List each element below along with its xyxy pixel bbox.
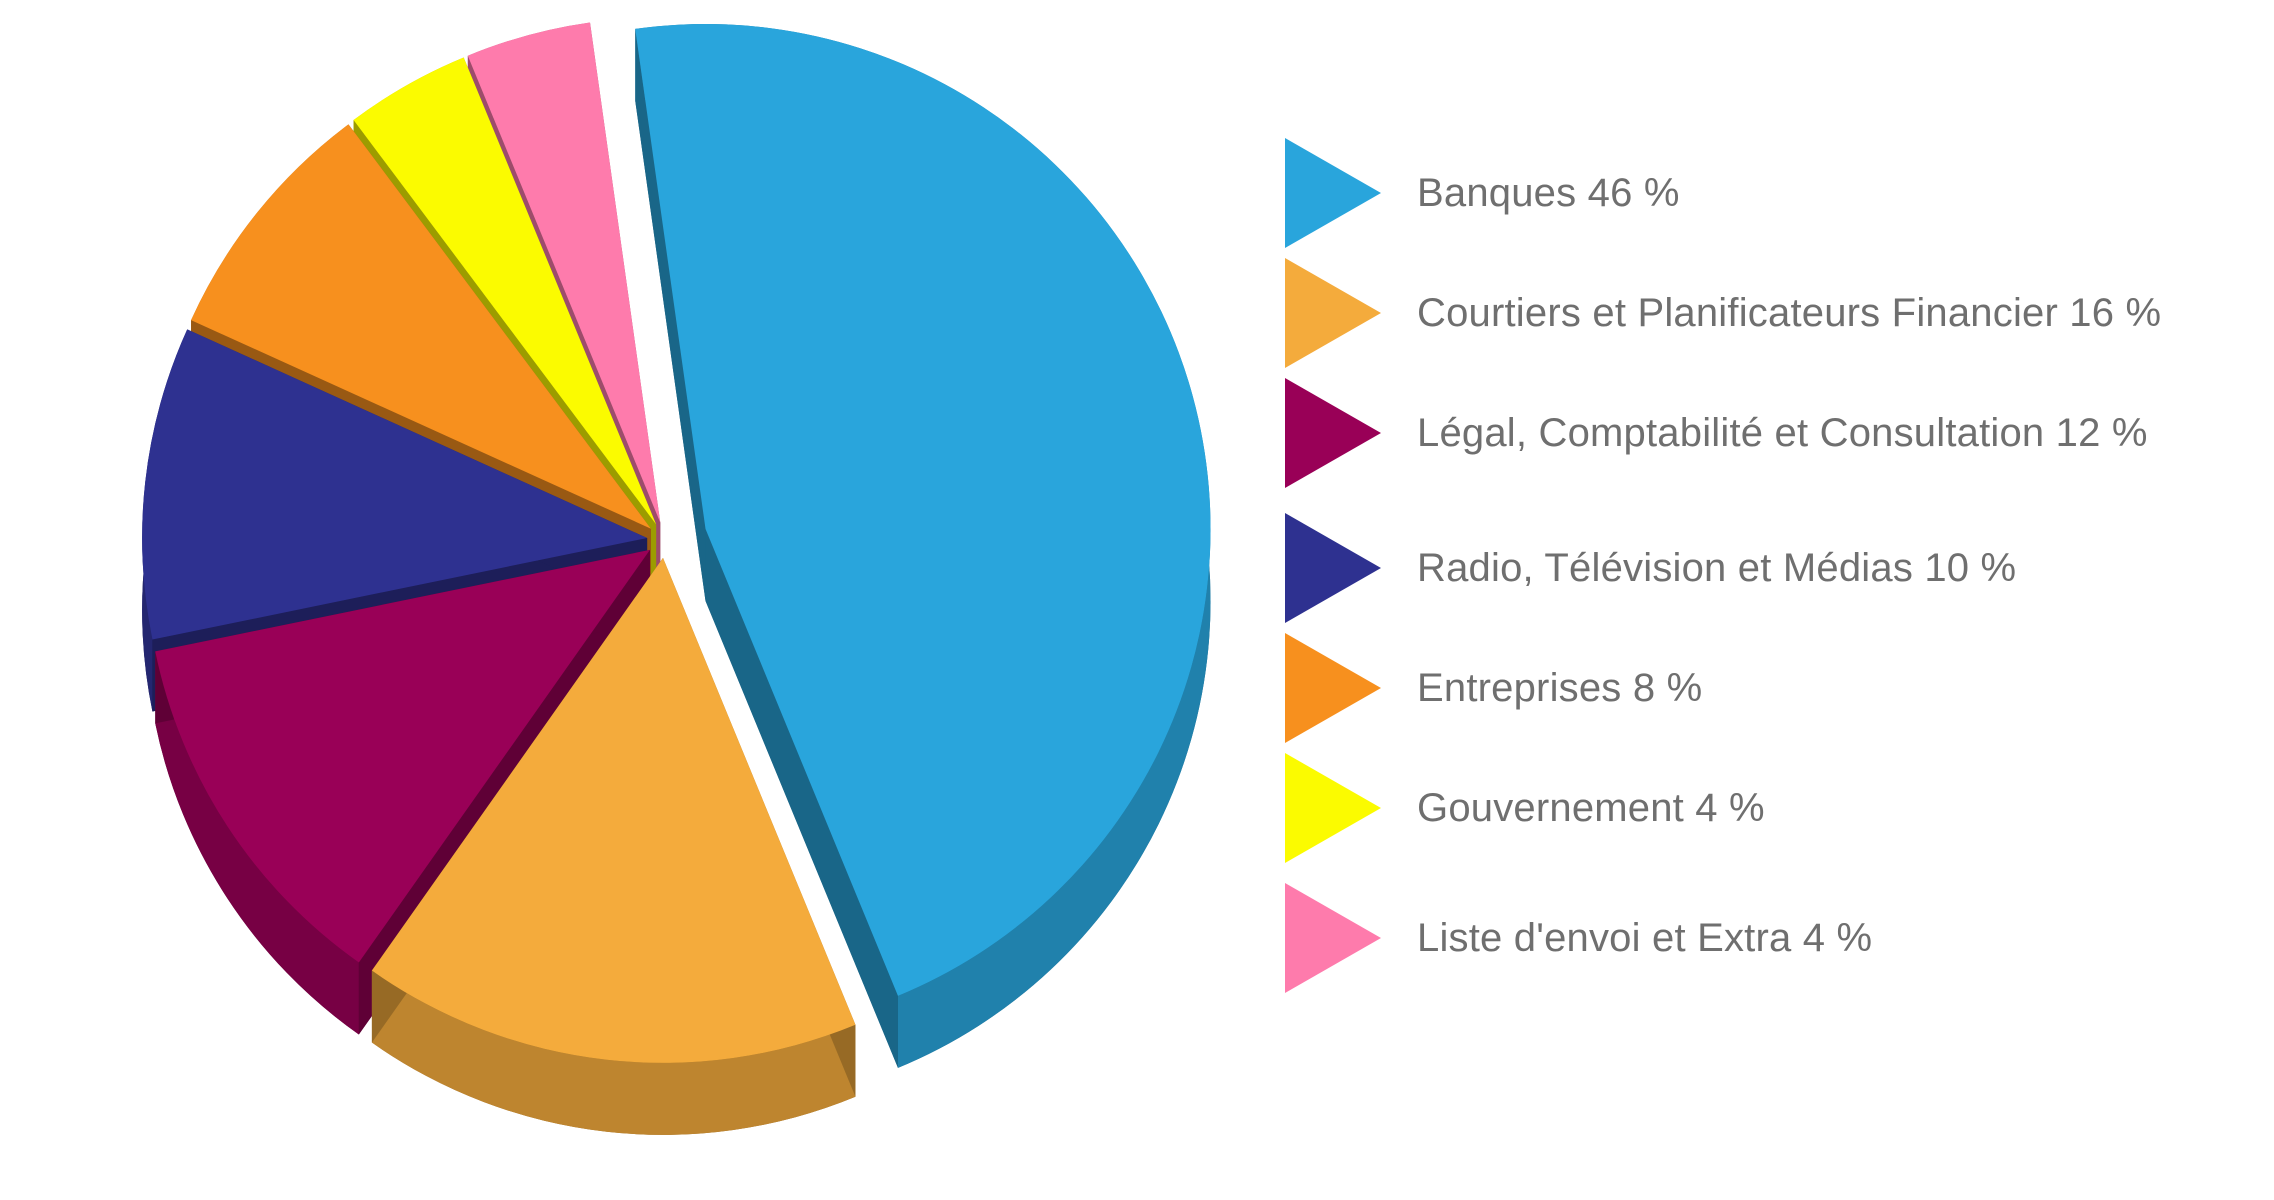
pie-slice-top (371, 557, 856, 1063)
pie-slice-top (155, 549, 650, 963)
pie-slice-banques-46 (635, 23, 1211, 1068)
legend-label: Courtiers et Planificateurs Financier 16… (1417, 290, 2162, 335)
pie-slice-top (191, 124, 651, 529)
pie-slices (142, 22, 1211, 1135)
pie-slice-top (635, 23, 1211, 996)
legend-item: Courtiers et Planificateurs Financier 16… (1285, 258, 2161, 368)
pie-slice-wall (635, 28, 706, 601)
legend-label: Radio, Télévision et Médias 10 % (1417, 545, 2017, 590)
legend-label: Entreprises 8 % (1417, 665, 1703, 710)
legend-item: Liste d'envoi et Extra 4 % (1285, 883, 1872, 993)
legend-triangle-icon (1285, 378, 1381, 488)
legend-triangle-icon (1285, 753, 1381, 863)
pie-slice-top (142, 329, 648, 640)
legend-label: Banques 46 % (1417, 170, 1680, 215)
pie-slice-courtiers-et-planificateurs-financier-16 (371, 557, 856, 1135)
legend-label: Légal, Comptabilité et Consultation 12 % (1417, 410, 2148, 455)
legend-item: Radio, Télévision et Médias 10 % (1285, 513, 2016, 623)
legend-label: Gouvernement 4 % (1417, 785, 1765, 830)
legend-triangle-icon (1285, 883, 1381, 993)
pie-slice-top (467, 22, 661, 523)
legend-triangle-icon (1285, 513, 1381, 623)
legend-triangle-icon (1285, 633, 1381, 743)
pie-slice-top (353, 57, 657, 525)
legend-item: Gouvernement 4 % (1285, 753, 1765, 863)
legend-triangle-icon (1285, 258, 1381, 368)
pie-slice-rim (155, 651, 359, 1035)
legend-triangle-icon (1285, 138, 1381, 248)
legend-item: Entreprises 8 % (1285, 633, 1702, 743)
legend-label: Liste d'envoi et Extra 4 % (1417, 915, 1873, 960)
legend-item: Banques 46 % (1285, 138, 1680, 248)
pie-slice-rim (371, 970, 856, 1135)
pie-slice-wall (705, 528, 898, 1068)
legend-item: Légal, Comptabilité et Consultation 12 % (1285, 378, 2148, 488)
